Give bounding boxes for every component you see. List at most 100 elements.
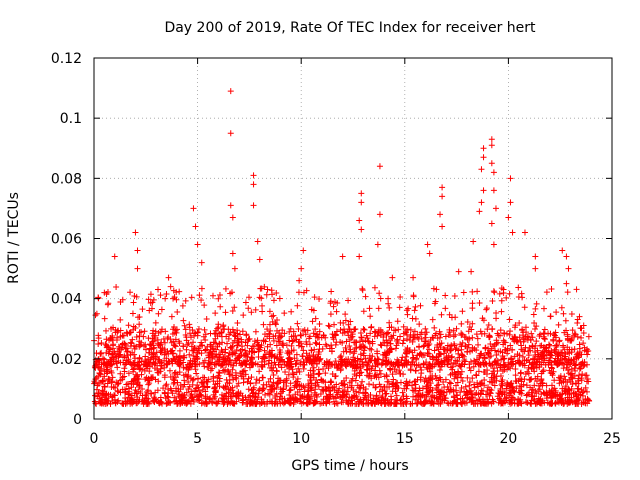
data-point xyxy=(390,332,397,339)
data-point xyxy=(460,289,467,296)
data-point xyxy=(421,338,428,345)
data-point xyxy=(376,381,383,388)
data-point xyxy=(270,312,277,319)
data-point xyxy=(127,343,134,350)
data-point xyxy=(131,365,138,372)
data-point xyxy=(136,329,143,336)
data-point xyxy=(273,367,280,374)
data-point xyxy=(519,353,526,360)
data-point xyxy=(425,361,432,368)
data-point xyxy=(423,383,430,390)
data-point xyxy=(337,319,344,326)
data-point xyxy=(433,286,440,293)
data-point xyxy=(497,400,504,407)
data-point xyxy=(144,388,151,395)
data-point xyxy=(192,366,199,373)
data-point xyxy=(556,337,563,344)
data-point xyxy=(437,388,444,395)
data-point xyxy=(500,341,507,348)
data-point xyxy=(295,326,302,333)
data-point xyxy=(445,386,452,393)
data-point xyxy=(275,380,282,387)
data-point xyxy=(506,316,513,323)
data-point xyxy=(234,327,241,334)
data-point xyxy=(532,326,539,333)
data-point xyxy=(354,382,361,389)
data-point xyxy=(313,340,320,347)
data-point xyxy=(436,366,443,373)
data-point xyxy=(534,373,541,380)
data-point xyxy=(362,293,369,300)
data-point xyxy=(421,400,428,407)
data-point xyxy=(194,241,201,248)
data-point xyxy=(223,333,230,340)
data-point xyxy=(274,327,281,334)
data-point xyxy=(204,383,211,390)
data-point xyxy=(155,369,162,376)
data-point xyxy=(546,367,553,374)
data-point xyxy=(162,390,169,397)
data-point xyxy=(404,381,411,388)
data-point xyxy=(379,393,386,400)
data-point xyxy=(217,303,224,310)
data-point xyxy=(491,289,498,296)
data-point xyxy=(326,399,333,406)
data-point xyxy=(576,348,583,355)
data-point xyxy=(300,365,307,372)
data-point xyxy=(559,247,566,254)
data-point xyxy=(417,376,424,383)
data-point xyxy=(390,376,397,383)
data-point xyxy=(362,355,369,362)
data-point xyxy=(158,306,165,313)
data-point xyxy=(147,291,154,298)
data-point xyxy=(358,199,365,206)
data-point xyxy=(294,381,301,388)
data-point xyxy=(251,349,258,356)
data-point xyxy=(360,361,367,368)
data-point xyxy=(579,371,586,378)
data-point xyxy=(351,339,358,346)
data-point xyxy=(521,336,528,343)
data-point xyxy=(467,367,474,374)
data-point xyxy=(301,326,308,333)
data-point xyxy=(557,349,564,356)
data-point xyxy=(145,349,152,356)
data-point xyxy=(380,331,387,338)
data-point xyxy=(103,397,110,404)
data-point xyxy=(493,310,500,317)
data-point xyxy=(230,399,237,406)
data-point xyxy=(548,382,555,389)
data-point xyxy=(576,372,583,379)
data-point xyxy=(289,394,296,401)
data-point xyxy=(512,334,519,341)
data-point xyxy=(195,326,202,333)
data-point xyxy=(302,331,309,338)
data-point xyxy=(105,391,112,398)
data-point xyxy=(531,355,538,362)
data-point xyxy=(229,366,236,373)
data-point xyxy=(157,292,164,299)
data-point xyxy=(551,332,558,339)
data-point xyxy=(538,361,545,368)
data-point xyxy=(121,340,128,347)
data-point xyxy=(276,347,283,354)
data-point xyxy=(559,390,566,397)
data-point xyxy=(419,392,426,399)
data-point xyxy=(215,295,222,302)
data-point xyxy=(262,391,269,398)
data-point xyxy=(216,291,223,298)
data-point xyxy=(122,388,129,395)
data-point xyxy=(416,387,423,394)
data-point xyxy=(490,398,497,405)
data-point xyxy=(145,335,152,342)
data-point xyxy=(190,330,197,337)
data-point xyxy=(294,357,301,364)
data-point xyxy=(255,348,262,355)
data-point xyxy=(521,229,528,236)
data-point xyxy=(467,348,473,355)
data-point xyxy=(556,395,563,402)
data-point xyxy=(393,383,400,390)
data-point xyxy=(546,387,553,394)
data-point xyxy=(104,289,111,296)
data-point xyxy=(252,393,259,400)
